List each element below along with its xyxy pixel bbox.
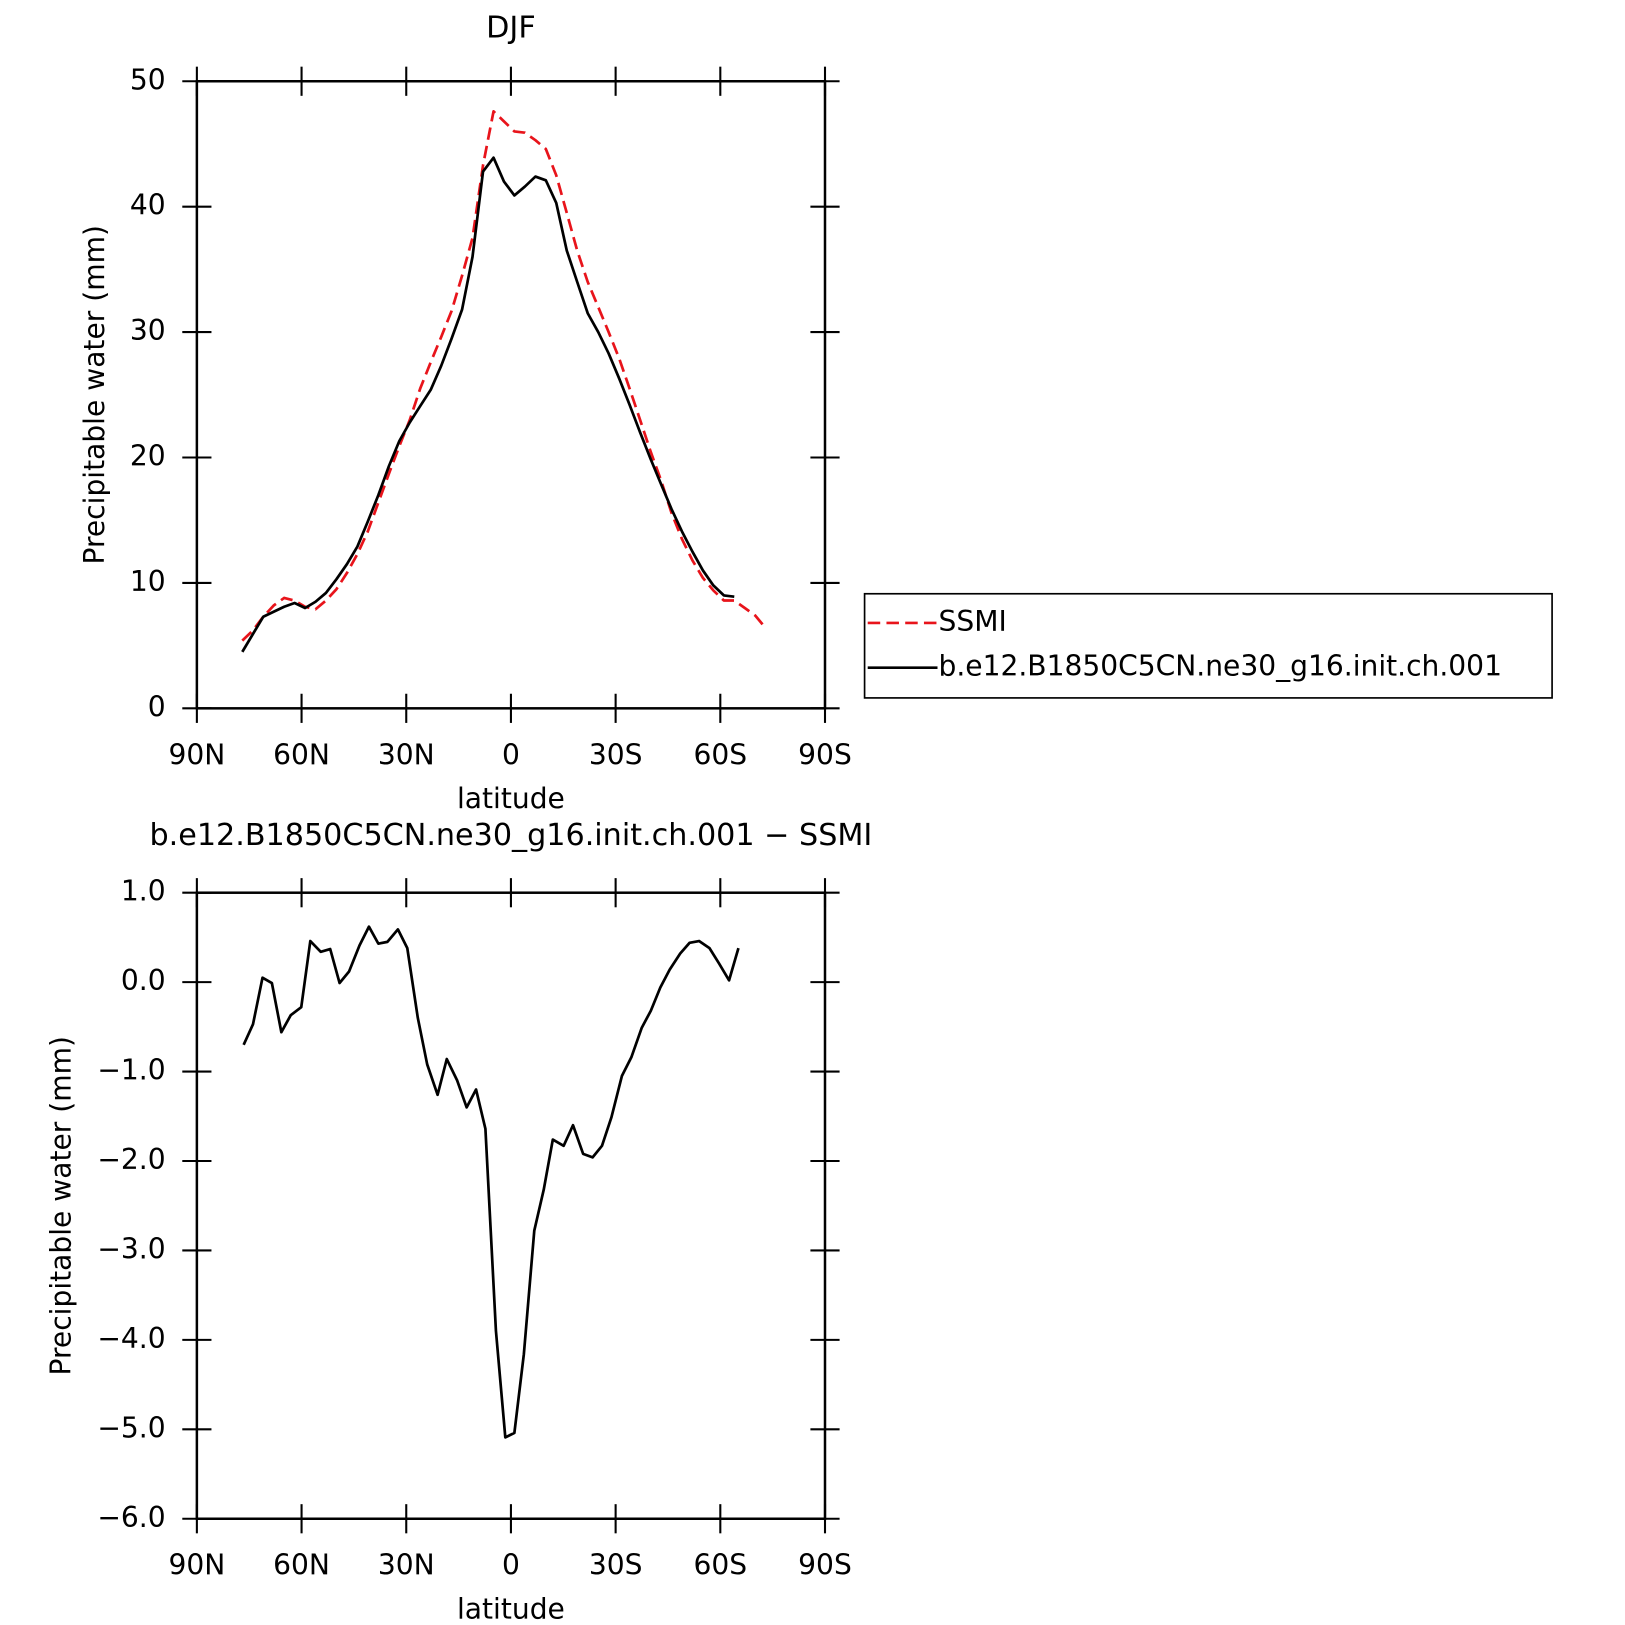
x-tick-label: 30N — [378, 738, 435, 771]
plot-frame — [195, 891, 827, 1520]
x-tick-label: 30S — [589, 738, 643, 771]
y-tick-label: 10 — [130, 565, 166, 598]
y-tick-label: 50 — [130, 63, 166, 96]
y-tick-label: 40 — [130, 189, 166, 222]
x-tick-label: 60S — [694, 1549, 748, 1582]
y-tick-label: −4.0 — [97, 1322, 165, 1355]
x-tick-label: 30S — [589, 1549, 643, 1582]
x-tick-label: 90N — [168, 1549, 225, 1582]
y-tick-label: 1.0 — [121, 875, 166, 908]
plot-frame — [195, 80, 827, 710]
y-axis-label: Precipitable water (mm) — [78, 225, 111, 564]
chart-title: DJF — [486, 11, 536, 46]
legend-label: b.e12.B1850C5CN.ne30_g16.init.ch.001 — [939, 650, 1502, 683]
x-axis-label: latitude — [457, 1592, 565, 1625]
x-tick-label: 90S — [798, 1549, 852, 1582]
x-tick-label: 90S — [798, 738, 852, 771]
x-tick-label: 60N — [273, 1549, 330, 1582]
legend-box — [863, 592, 1553, 699]
y-tick-label: 0.0 — [121, 964, 166, 997]
x-tick-label: 30N — [378, 1549, 435, 1582]
data-line — [242, 925, 740, 1439]
y-axis-label: Precipitable water (mm) — [44, 1036, 77, 1375]
data-line — [241, 156, 735, 653]
chart-title: b.e12.B1850C5CN.ne30_g16.init.ch.001 − S… — [150, 818, 873, 853]
x-tick-label: 0 — [502, 1549, 520, 1582]
x-tick-label: 90N — [168, 738, 225, 771]
x-tick-label: 60S — [694, 738, 748, 771]
x-tick-label: 0 — [502, 738, 520, 771]
y-tick-label: 0 — [148, 690, 166, 723]
x-tick-label: 60N — [273, 738, 330, 771]
y-tick-label: −1.0 — [97, 1054, 165, 1087]
y-tick-label: 20 — [130, 440, 166, 473]
legend-label: SSMI — [939, 605, 1007, 638]
y-tick-label: −2.0 — [97, 1143, 165, 1176]
y-tick-label: −5.0 — [97, 1411, 165, 1444]
y-tick-label: −3.0 — [97, 1232, 165, 1265]
x-axis-label: latitude — [457, 782, 565, 815]
y-tick-label: −6.0 — [97, 1501, 165, 1534]
data-line — [241, 110, 767, 642]
y-tick-label: 30 — [130, 314, 166, 347]
